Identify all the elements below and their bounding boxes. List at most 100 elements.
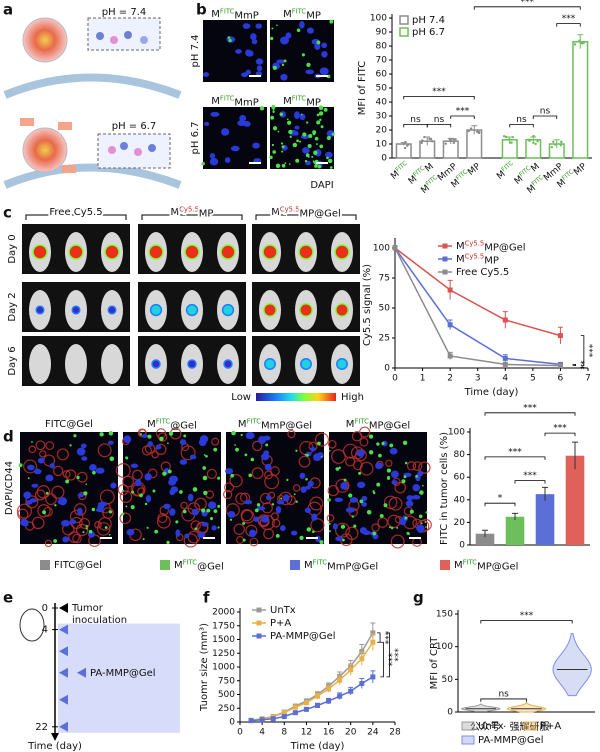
fitc-signal bbox=[202, 466, 207, 470]
fitc-signal bbox=[31, 441, 33, 443]
nucleus bbox=[144, 473, 152, 481]
nucleus bbox=[349, 497, 359, 503]
nucleus bbox=[309, 447, 317, 452]
marker bbox=[270, 716, 276, 722]
signal bbox=[299, 303, 313, 317]
error-bar bbox=[512, 512, 518, 521]
text-part: M bbox=[304, 560, 313, 571]
bar bbox=[572, 41, 589, 159]
fitc-signal bbox=[250, 457, 255, 462]
text-part: MP bbox=[484, 255, 499, 266]
cell-membrane bbox=[99, 489, 115, 505]
nucleus bbox=[227, 510, 236, 518]
fitc-signal bbox=[272, 65, 277, 70]
cell-membrane bbox=[34, 489, 46, 501]
fitc-signal bbox=[53, 539, 58, 543]
fitc-signal bbox=[209, 516, 214, 521]
cell-membrane bbox=[235, 492, 248, 505]
bar bbox=[535, 494, 555, 545]
text-part: MmP bbox=[234, 10, 258, 21]
fitc-signal bbox=[272, 110, 275, 113]
text-part: M bbox=[211, 96, 220, 107]
nucleus bbox=[19, 518, 29, 526]
nucleus bbox=[110, 482, 117, 489]
significance-label: *** bbox=[562, 14, 576, 24]
fitc-signal bbox=[389, 443, 394, 448]
fitc-signal bbox=[182, 509, 187, 514]
nucleus bbox=[123, 435, 132, 444]
signal bbox=[185, 303, 199, 317]
text-part: MP@Gel bbox=[484, 242, 525, 253]
text-part: MP bbox=[199, 208, 214, 219]
fitc-signal bbox=[271, 27, 274, 30]
signal bbox=[298, 244, 314, 260]
nucleus bbox=[275, 506, 282, 514]
nucleus bbox=[107, 440, 114, 445]
fitc-signal bbox=[144, 502, 148, 506]
x-tick-label: 20 bbox=[345, 728, 357, 738]
text-part: FITC bbox=[292, 94, 307, 102]
nucleus bbox=[126, 528, 135, 536]
cell-membrane bbox=[315, 432, 329, 447]
cell-membrane bbox=[180, 501, 188, 510]
y-tick-label: 50 bbox=[379, 304, 391, 314]
replicate-dot bbox=[421, 139, 424, 142]
x-tick-label: 5 bbox=[530, 374, 536, 384]
panel-label: g bbox=[413, 589, 424, 607]
significance-bracket bbox=[532, 115, 558, 119]
x-tick-label: 1 bbox=[420, 374, 426, 384]
cell-membrane bbox=[141, 445, 152, 456]
cell-membrane bbox=[271, 518, 281, 528]
violin bbox=[461, 703, 501, 712]
fitc-signal bbox=[192, 487, 198, 492]
bar bbox=[475, 533, 495, 545]
significance-bracket bbox=[403, 96, 475, 100]
cell-membrane bbox=[345, 456, 356, 467]
fitc-signal bbox=[425, 511, 428, 514]
nucleus bbox=[23, 491, 32, 499]
error-bar bbox=[553, 139, 560, 149]
cell-membrane bbox=[51, 485, 65, 499]
nucleus bbox=[285, 32, 292, 39]
fitc-signal bbox=[376, 482, 381, 487]
fitc-signal bbox=[18, 463, 23, 468]
marker bbox=[303, 706, 309, 712]
y-tick-label: 0 bbox=[229, 718, 235, 728]
cell-membrane bbox=[102, 507, 114, 519]
fitc-signal bbox=[313, 150, 318, 155]
y-tick-label: 40 bbox=[376, 98, 388, 108]
cell-membrane bbox=[39, 450, 47, 458]
signal bbox=[187, 359, 197, 369]
series-line bbox=[250, 641, 374, 722]
significance-label: * bbox=[498, 494, 503, 504]
fitc-signal bbox=[142, 538, 145, 541]
marker bbox=[359, 649, 365, 655]
y-tick-label: 100 bbox=[370, 14, 387, 24]
cell-membrane bbox=[252, 440, 263, 452]
fitc-signal bbox=[406, 531, 410, 535]
fitc-signal bbox=[229, 518, 233, 521]
fitc-signal bbox=[179, 490, 183, 494]
fitc-signal bbox=[295, 158, 300, 163]
cell-membrane bbox=[298, 455, 311, 468]
nucleus bbox=[375, 462, 383, 470]
fitc-signal bbox=[302, 132, 307, 137]
fitc-signal bbox=[259, 106, 265, 111]
day-label: 22 bbox=[35, 722, 48, 733]
legend-label: MFITCMP@Gel bbox=[454, 558, 518, 572]
fitc-signal bbox=[206, 508, 211, 513]
cell-membrane bbox=[412, 461, 423, 471]
marker bbox=[447, 322, 453, 328]
fitc-signal bbox=[108, 510, 113, 514]
y-tick-label: 0 bbox=[447, 708, 453, 718]
fitc-signal bbox=[76, 475, 80, 480]
event-label: Tumor bbox=[71, 603, 104, 614]
fitc-signal bbox=[343, 478, 347, 482]
panel-label: c bbox=[3, 204, 12, 222]
treatment-arrow bbox=[77, 667, 86, 678]
bar bbox=[395, 143, 412, 159]
fitc-signal bbox=[387, 476, 391, 480]
marker bbox=[359, 656, 365, 662]
fitc-signal bbox=[139, 433, 142, 436]
fitc-signal bbox=[277, 130, 280, 133]
